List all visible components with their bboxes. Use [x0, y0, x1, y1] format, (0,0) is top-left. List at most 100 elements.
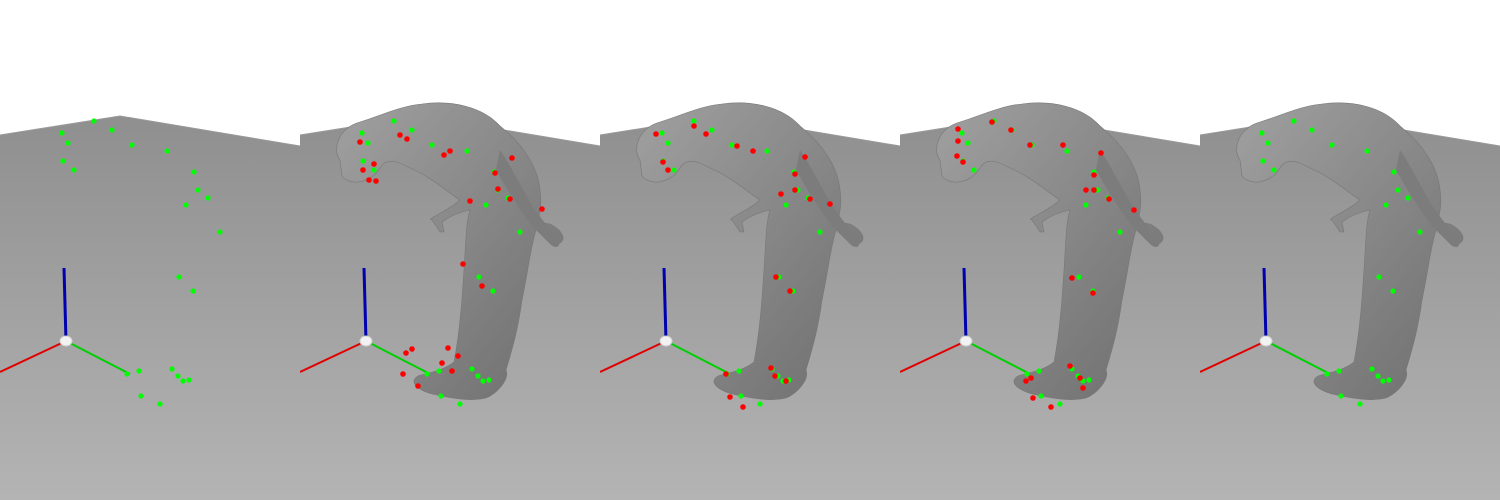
observed-marker: [1405, 195, 1411, 201]
estimated-marker: [807, 196, 813, 202]
observed-marker: [190, 288, 196, 294]
observed-marker: [1057, 401, 1063, 407]
observed-marker: [1329, 142, 1335, 148]
observed-marker: [91, 118, 97, 124]
observed-marker: [176, 274, 182, 280]
observed-marker: [1390, 288, 1396, 294]
estimated-marker: [727, 394, 733, 400]
observed-marker: [764, 148, 770, 154]
observed-marker: [817, 229, 823, 235]
estimated-marker: [445, 345, 451, 351]
estimated-marker: [792, 171, 798, 177]
observed-marker: [169, 366, 175, 372]
observed-marker: [1380, 378, 1386, 384]
observed-marker: [129, 142, 135, 148]
estimated-marker: [660, 159, 666, 165]
observed-marker: [1271, 167, 1277, 173]
observed-marker: [409, 127, 415, 133]
estimated-marker: [827, 201, 833, 207]
origin-sphere: [359, 335, 373, 347]
estimated-marker: [360, 167, 366, 173]
observed-marker: [965, 140, 971, 146]
observed-marker: [1364, 148, 1370, 154]
estimated-marker: [400, 371, 406, 377]
estimated-marker: [1023, 378, 1029, 384]
observed-marker: [1117, 229, 1123, 235]
observed-marker: [490, 288, 496, 294]
scene-fit-stage-1: [300, 102, 600, 500]
estimated-marker: [989, 119, 995, 125]
observed-marker: [438, 393, 444, 399]
estimated-marker: [467, 198, 473, 204]
body-arm: [1396, 150, 1460, 247]
body-arm: [1096, 150, 1160, 247]
estimated-marker: [366, 177, 372, 183]
observed-marker: [469, 366, 475, 372]
estimated-marker: [1091, 187, 1097, 193]
observed-marker: [138, 393, 144, 399]
observed-marker: [757, 401, 763, 407]
estimated-marker: [455, 353, 461, 359]
observed-marker: [136, 368, 142, 374]
estimated-marker: [723, 371, 729, 377]
estimated-marker: [509, 155, 515, 161]
estimated-marker: [403, 350, 409, 356]
estimated-marker: [1077, 375, 1083, 381]
estimated-marker: [404, 136, 410, 142]
observed-marker: [1338, 393, 1344, 399]
estimated-marker: [792, 187, 798, 193]
observed-marker: [1259, 130, 1265, 136]
estimated-marker: [539, 206, 545, 212]
estimated-marker: [1027, 142, 1033, 148]
scene-fit-final: [1200, 102, 1500, 500]
observed-marker: [476, 274, 482, 280]
estimated-marker: [954, 153, 960, 159]
estimated-marker: [740, 404, 746, 410]
observed-marker: [783, 202, 789, 208]
scene-fit-stage-3: [900, 102, 1200, 500]
observed-marker: [217, 229, 223, 235]
body-arm: [496, 150, 560, 247]
observed-marker: [195, 187, 201, 193]
observed-marker: [60, 158, 66, 164]
estimated-marker: [955, 138, 961, 144]
panel-fit-final: [1200, 0, 1500, 500]
observed-marker: [1095, 187, 1101, 193]
estimated-marker: [960, 159, 966, 165]
estimated-marker: [447, 148, 453, 154]
marker-set: [59, 118, 223, 407]
estimated-marker: [1028, 375, 1034, 381]
observed-marker: [480, 378, 486, 384]
observed-marker: [1391, 169, 1397, 175]
observed-marker: [736, 368, 742, 374]
estimated-marker: [665, 167, 671, 173]
scene-fit-stage-2: [600, 102, 900, 500]
observed-marker: [1086, 377, 1092, 383]
origin-sphere: [959, 335, 973, 347]
observed-marker: [205, 195, 211, 201]
panel-fit-stage-1: [300, 0, 600, 500]
estimated-marker: [479, 283, 485, 289]
body-arm: [796, 150, 860, 247]
observed-marker: [180, 378, 186, 384]
marker-set: [357, 118, 545, 407]
observed-marker: [1064, 148, 1070, 154]
observed-marker: [1369, 366, 1375, 372]
estimated-marker: [1008, 127, 1014, 133]
estimated-marker: [772, 373, 778, 379]
observed-marker: [424, 371, 430, 377]
panel-markers-only: [0, 0, 300, 500]
panel-fit-stage-3: [900, 0, 1200, 500]
estimated-marker: [495, 186, 501, 192]
estimated-marker: [397, 132, 403, 138]
observed-marker: [183, 202, 189, 208]
estimated-marker: [787, 288, 793, 294]
estimated-marker: [778, 191, 784, 197]
origin-sphere: [1259, 335, 1273, 347]
observed-marker: [464, 148, 470, 154]
observed-marker: [1357, 401, 1363, 407]
floor-edge: [0, 115, 300, 147]
observed-marker: [1083, 202, 1089, 208]
marker-set: [653, 118, 833, 410]
